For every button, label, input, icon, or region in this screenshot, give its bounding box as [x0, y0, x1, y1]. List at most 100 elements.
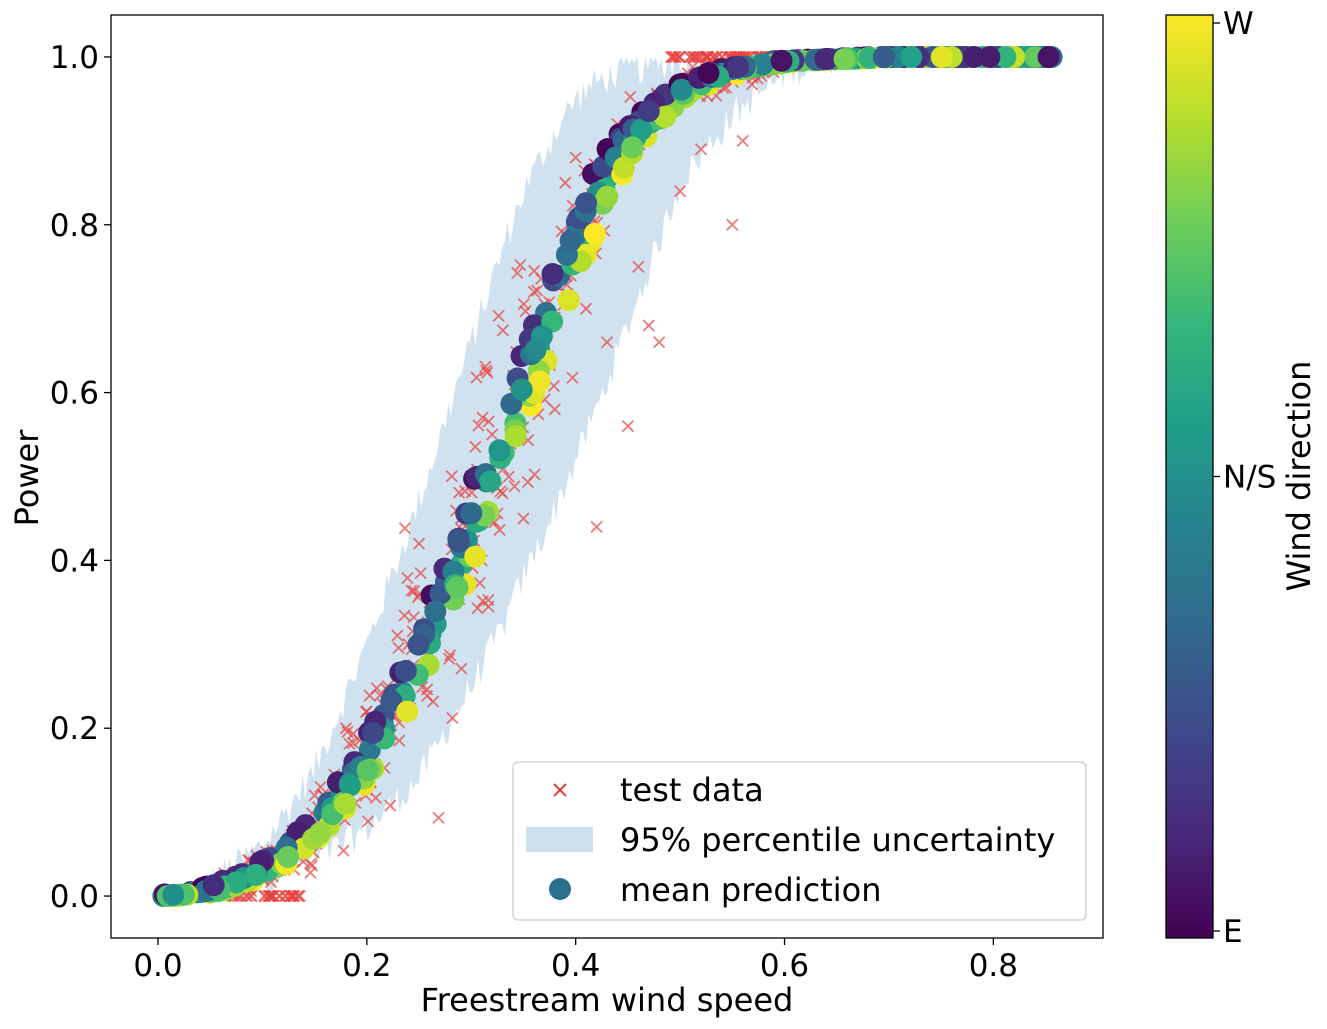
test-data-point	[391, 629, 404, 642]
test-data-point	[745, 78, 759, 91]
colorbar-label: Wind direction	[1280, 361, 1318, 592]
test-data-point	[590, 520, 603, 533]
mean-prediction-point	[621, 136, 644, 159]
legend-label-band: 95% percentile uncertainty	[620, 821, 1055, 859]
test-data-point	[262, 889, 275, 903]
mean-prediction-point	[994, 46, 1017, 68]
test-data-point	[267, 889, 280, 903]
y-axis: 0.0 0.2 0.4 0.6 0.8 1.0	[50, 40, 111, 915]
test-data-point	[370, 681, 383, 695]
legend-box	[512, 761, 1087, 921]
mean-prediction-point	[407, 633, 430, 656]
test-data-point	[283, 889, 296, 903]
test-data-point	[600, 336, 614, 349]
test-data-point	[736, 134, 749, 148]
y-tick-label: 0.4	[50, 543, 99, 579]
test-data-point	[519, 305, 532, 318]
colorbar-ticks: E N/S W	[1213, 6, 1276, 950]
mean-prediction-point	[727, 55, 750, 78]
test-data-point	[528, 264, 541, 278]
test-data-point	[527, 285, 541, 299]
test-data-point	[455, 662, 468, 675]
mean-prediction-point	[460, 502, 483, 525]
mean-prediction-point	[464, 545, 487, 568]
test-data-point	[285, 889, 298, 903]
test-data-point	[343, 737, 356, 750]
test-data-point	[566, 371, 579, 384]
mean-prediction-point	[510, 378, 533, 401]
legend-label-test: test data	[620, 771, 764, 809]
test-data-point	[369, 791, 382, 805]
test-data-point	[517, 297, 530, 311]
mean-prediction-point	[244, 863, 267, 886]
test-data-point	[482, 415, 495, 428]
test-data-point	[701, 50, 714, 64]
uncertainty-band	[189, 57, 837, 896]
test-data-point	[339, 722, 353, 735]
test-data-point	[443, 652, 456, 665]
test-data-point	[492, 309, 505, 322]
test-data-point	[476, 411, 489, 424]
y-tick-label: 0.2	[50, 711, 99, 747]
mean-prediction-point	[697, 62, 720, 84]
mean-prediction-point	[575, 192, 598, 215]
test-data-point	[414, 567, 427, 580]
test-data-point	[392, 641, 405, 655]
mean-prediction-point	[277, 846, 299, 868]
test-data-point	[486, 428, 499, 441]
test-data-point	[361, 815, 375, 828]
test-data-point	[496, 324, 509, 337]
test-data-point	[401, 571, 414, 585]
test-data-point	[559, 176, 572, 189]
mean-prediction-point	[446, 576, 469, 599]
test-data-point	[337, 844, 350, 857]
mean-prediction-point	[396, 700, 419, 723]
mean-prediction-point	[504, 425, 527, 448]
test-data-point	[304, 857, 317, 870]
test-data-point	[420, 689, 434, 703]
test-data-point	[642, 319, 655, 332]
colorbar-tick-label: E	[1223, 914, 1243, 950]
test-data-point	[493, 523, 506, 537]
mean-prediction-point	[541, 263, 564, 285]
mean-prediction-series	[152, 46, 1063, 907]
legend-marker-band	[526, 827, 593, 852]
test-data-point	[446, 711, 459, 725]
legend-label-mean: mean prediction	[620, 871, 881, 909]
test-data-point	[521, 475, 534, 489]
mean-prediction-point	[978, 46, 1001, 68]
test-data-point	[398, 522, 412, 535]
x-tick-label: 0.2	[342, 948, 391, 984]
test-data-point	[412, 537, 426, 550]
test-data-point	[452, 486, 466, 499]
test-data-point	[443, 649, 457, 662]
test-data-point	[673, 185, 687, 198]
mean-prediction-point	[833, 48, 856, 71]
mean-prediction-point	[394, 659, 417, 682]
mean-prediction-point	[583, 222, 606, 245]
test-data-point	[668, 50, 681, 64]
test-data-point	[481, 366, 494, 379]
test-data-point	[511, 266, 524, 280]
y-axis-label: Power	[8, 429, 46, 527]
mean-prediction-point	[424, 600, 447, 623]
test-data-point	[346, 736, 360, 750]
colorbar-bar	[1165, 14, 1214, 939]
x-tick-label: 0.4	[551, 948, 600, 984]
test-data-point	[287, 889, 300, 903]
test-data-point	[621, 420, 635, 433]
test-data-point	[514, 259, 527, 272]
mean-prediction-point	[930, 46, 953, 68]
x-tick-label: 0.0	[133, 948, 182, 984]
legend: test data 95% percentile uncertainty mea…	[512, 761, 1087, 921]
mean-prediction-point	[814, 48, 837, 70]
test-data-point	[471, 602, 484, 615]
test-data-point	[694, 143, 708, 156]
test-data-point	[472, 419, 485, 432]
y-tick-label: 1.0	[50, 40, 99, 76]
colorbar: E N/S W Wind direction	[1165, 6, 1318, 950]
test-data-point	[393, 734, 406, 747]
test-data-point	[726, 218, 739, 231]
test-data-point	[517, 512, 530, 525]
